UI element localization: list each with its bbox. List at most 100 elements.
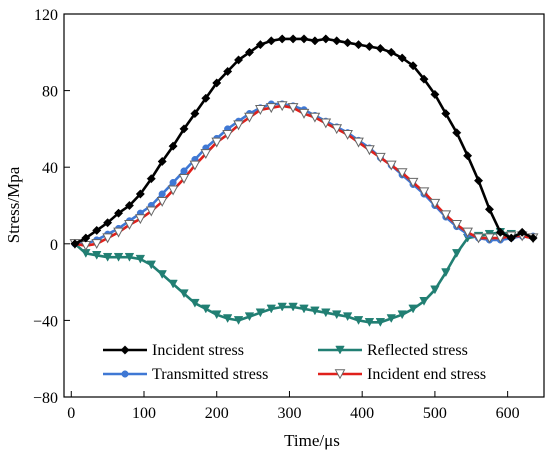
reflected-stress-point xyxy=(179,289,189,299)
incident-stress-point xyxy=(528,233,538,243)
incident-stress-point xyxy=(452,128,462,138)
incident-stress-point xyxy=(146,174,156,184)
x-tick-label: 300 xyxy=(277,405,301,422)
incident-stress-point xyxy=(321,34,331,44)
incident-stress-point xyxy=(266,36,276,46)
incident-end-stress-point xyxy=(484,233,495,244)
reflected-stress-point xyxy=(277,302,287,312)
reflected-stress-point xyxy=(353,316,364,325)
incident-end-stress-point xyxy=(167,185,179,196)
incident-end-stress-point xyxy=(287,103,299,114)
incident-end-stress-point xyxy=(440,210,452,221)
incident-end-stress-point xyxy=(451,219,463,230)
incident-stress-point xyxy=(223,66,233,77)
incident-stress-point xyxy=(517,227,527,237)
incident-end-stress-point xyxy=(342,129,353,140)
incident-stress-point xyxy=(419,74,429,84)
incident-end-stress-point xyxy=(320,118,332,129)
incident-end-stress-point xyxy=(113,227,124,238)
reflected-stress-point xyxy=(321,308,331,318)
legend-swatch-marker xyxy=(120,345,130,355)
reflected-stress-point xyxy=(124,252,135,262)
incident-stress-point xyxy=(157,156,167,167)
reflected-stress-point xyxy=(419,297,429,306)
incident-end-stress-point xyxy=(429,198,441,209)
incident-stress-point xyxy=(397,53,407,63)
legend-label: Incident end stress xyxy=(367,366,486,383)
incident-end-stress-point xyxy=(145,206,157,217)
reflected-stress-point xyxy=(408,304,418,314)
reflected-stress-point xyxy=(102,252,113,262)
reflected-stress-point xyxy=(332,310,342,320)
reflected-stress-point xyxy=(135,254,146,264)
incident-stress-point xyxy=(135,189,145,199)
reflected-stress-point xyxy=(157,270,167,279)
reflected-stress-point xyxy=(441,268,451,278)
incident-stress-point xyxy=(473,176,484,186)
y-tick-label: −40 xyxy=(33,313,58,330)
reflected-stress-point xyxy=(452,249,462,258)
x-tick-label: 0 xyxy=(67,405,75,422)
reflected-stress-point xyxy=(255,308,266,318)
transmitted-stress-line xyxy=(74,102,534,246)
incident-end-stress-point xyxy=(178,173,190,184)
legend-item-incident-stress: Incident stress xyxy=(103,342,244,359)
incident-end-stress-point xyxy=(353,137,364,148)
incident-stress-point xyxy=(310,36,320,46)
reflected-stress-point xyxy=(201,304,211,314)
incident-stress-point xyxy=(375,43,385,54)
legend-swatch-marker xyxy=(121,370,129,378)
reflected-stress-point xyxy=(299,304,309,314)
series-transmitted-stress xyxy=(71,100,537,248)
incident-stress-point xyxy=(495,227,505,237)
x-tick-label: 400 xyxy=(350,405,374,422)
incident-end-stress-point xyxy=(189,160,201,171)
incident-end-stress-line xyxy=(74,104,534,247)
legend-label: Reflected stress xyxy=(367,342,468,359)
reflected-stress-point xyxy=(310,306,320,316)
legend-swatch-marker xyxy=(334,369,346,380)
incident-stress-point xyxy=(408,61,418,71)
incident-stress-point xyxy=(168,141,178,151)
incident-end-stress-point xyxy=(364,145,375,156)
incident-stress-point xyxy=(299,34,309,44)
legend-item-transmitted-stress: Transmitted stress xyxy=(103,366,268,383)
incident-end-stress-point xyxy=(244,112,255,123)
incident-end-stress-point xyxy=(211,137,223,148)
x-axis-title: Time/μs xyxy=(284,431,340,450)
y-tick-label: 40 xyxy=(42,160,58,177)
incident-end-stress-point xyxy=(385,160,397,171)
legend-label: Incident stress xyxy=(152,342,244,359)
reflected-stress-point xyxy=(222,314,233,324)
legend: Incident stress Reflected stress Transmitt… xyxy=(103,342,486,383)
incident-stress-point xyxy=(506,233,516,243)
incident-end-stress-point xyxy=(331,124,343,135)
legend-swatch-marker xyxy=(335,345,345,355)
legend-label: Transmitted stress xyxy=(152,366,268,383)
incident-stress-point xyxy=(353,40,364,50)
incident-stress-point xyxy=(70,239,80,249)
transmitted-stress-point xyxy=(158,190,166,198)
plot-frame xyxy=(63,13,545,398)
incident-stress-point xyxy=(277,34,287,44)
incident-end-stress-point xyxy=(407,177,419,188)
incident-end-stress-point xyxy=(135,214,146,225)
reflected-stress-point xyxy=(375,318,386,327)
series-incident-end-stress xyxy=(69,101,539,251)
reflected-stress-point xyxy=(190,298,200,308)
y-tick-label: 80 xyxy=(42,84,58,101)
reflected-stress-point xyxy=(288,302,298,312)
reflected-stress-point xyxy=(266,304,276,314)
reflected-stress-point xyxy=(212,310,222,320)
reflected-stress-point xyxy=(244,312,255,322)
reflected-stress-point xyxy=(146,260,156,270)
incident-end-stress-point xyxy=(462,227,473,238)
incident-end-stress-point xyxy=(276,101,288,112)
incident-stress-point xyxy=(430,89,440,99)
transmitted-stress-point xyxy=(169,178,177,187)
incident-stress-point xyxy=(288,34,298,44)
incident-stress-point xyxy=(179,124,189,134)
incident-stress-point xyxy=(441,109,451,119)
